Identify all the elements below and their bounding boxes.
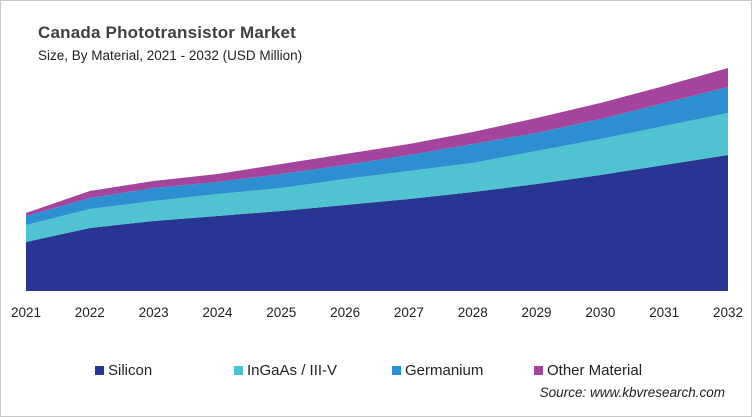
x-tick-label: 2027 xyxy=(394,305,424,320)
legend-label: Germanium xyxy=(405,362,484,379)
chart-subtitle: Size, By Material, 2021 - 2032 (USD Mill… xyxy=(38,48,303,63)
x-tick-label: 2024 xyxy=(202,305,233,320)
x-tick-label: 2028 xyxy=(458,305,488,320)
x-tick-label: 2031 xyxy=(649,305,679,320)
legend-label: InGaAs / III-V xyxy=(247,362,338,379)
area-series-silicon xyxy=(26,155,728,291)
x-tick-label: 2032 xyxy=(713,305,743,320)
legend-item-ingaas: InGaAs / III-V xyxy=(234,362,337,379)
legend-item-other-material: Other Material xyxy=(534,362,642,379)
legend-item-germanium: Germanium xyxy=(392,362,483,379)
area-series-ingaas-iii-v xyxy=(26,113,728,242)
source-note: Source: www.kbvresearch.com xyxy=(539,385,725,400)
legend-label: Silicon xyxy=(108,362,153,379)
x-tick-label: 2023 xyxy=(139,305,169,320)
legend-swatch xyxy=(95,366,104,375)
x-tick-label: 2025 xyxy=(266,305,296,320)
x-tick-label: 2029 xyxy=(522,305,552,320)
chart-title: Canada Phototransistor Market xyxy=(38,23,297,42)
x-tick-label: 2030 xyxy=(585,305,615,320)
x-tick-label: 2022 xyxy=(75,305,105,320)
legend-swatch xyxy=(392,366,401,375)
legend-swatch xyxy=(234,366,243,375)
x-tick-label: 2021 xyxy=(11,305,41,320)
legend-label: Other Material xyxy=(547,362,643,379)
legend-swatch xyxy=(534,366,543,375)
area-series-germanium xyxy=(26,87,728,225)
area-series-other-material xyxy=(26,68,728,216)
x-tick-label: 2026 xyxy=(330,305,360,320)
legend-item-silicon: Silicon xyxy=(95,362,152,379)
